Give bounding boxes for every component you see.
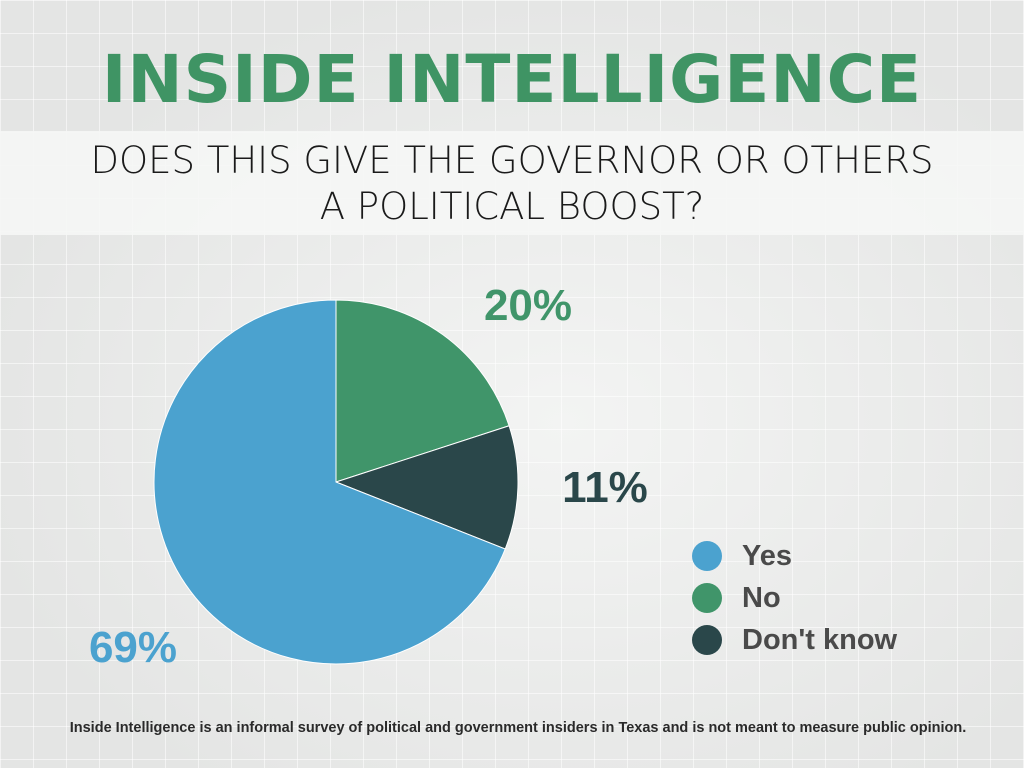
question-line-2: A POLITICAL BOOST? (319, 185, 705, 228)
pie-slice-yes (153, 299, 506, 665)
question-text: DOES THIS GIVE THE GOVERNOR OR OTHERS A … (0, 138, 1024, 230)
slice-label-yes: 69% (89, 623, 177, 672)
slice-label-don-t-know: 11% (562, 463, 648, 512)
legend-label-yes: Yes (742, 539, 792, 572)
page-title: INSIDE INTELLIGENCE (101, 41, 923, 118)
legend-item-dont-know: Don't know (692, 619, 897, 661)
slice-label-no: 20% (484, 281, 572, 330)
legend-swatch-yes (692, 541, 722, 571)
pie-slice-no (335, 299, 510, 483)
legend-item-yes: Yes (692, 535, 897, 577)
legend-swatch-no (692, 583, 722, 613)
legend-swatch-dont-know (692, 625, 722, 655)
chart-legend: Yes No Don't know (692, 535, 897, 661)
footnote: Inside Intelligence is an informal surve… (69, 720, 967, 736)
legend-item-no: No (692, 577, 897, 619)
legend-label-no: No (742, 581, 781, 614)
pie-slice-don-t-know (334, 425, 519, 550)
question-line-1: DOES THIS GIVE THE GOVERNOR OR OTHERS (90, 139, 934, 182)
legend-label-dont-know: Don't know (742, 623, 898, 656)
question-band (0, 131, 1024, 235)
